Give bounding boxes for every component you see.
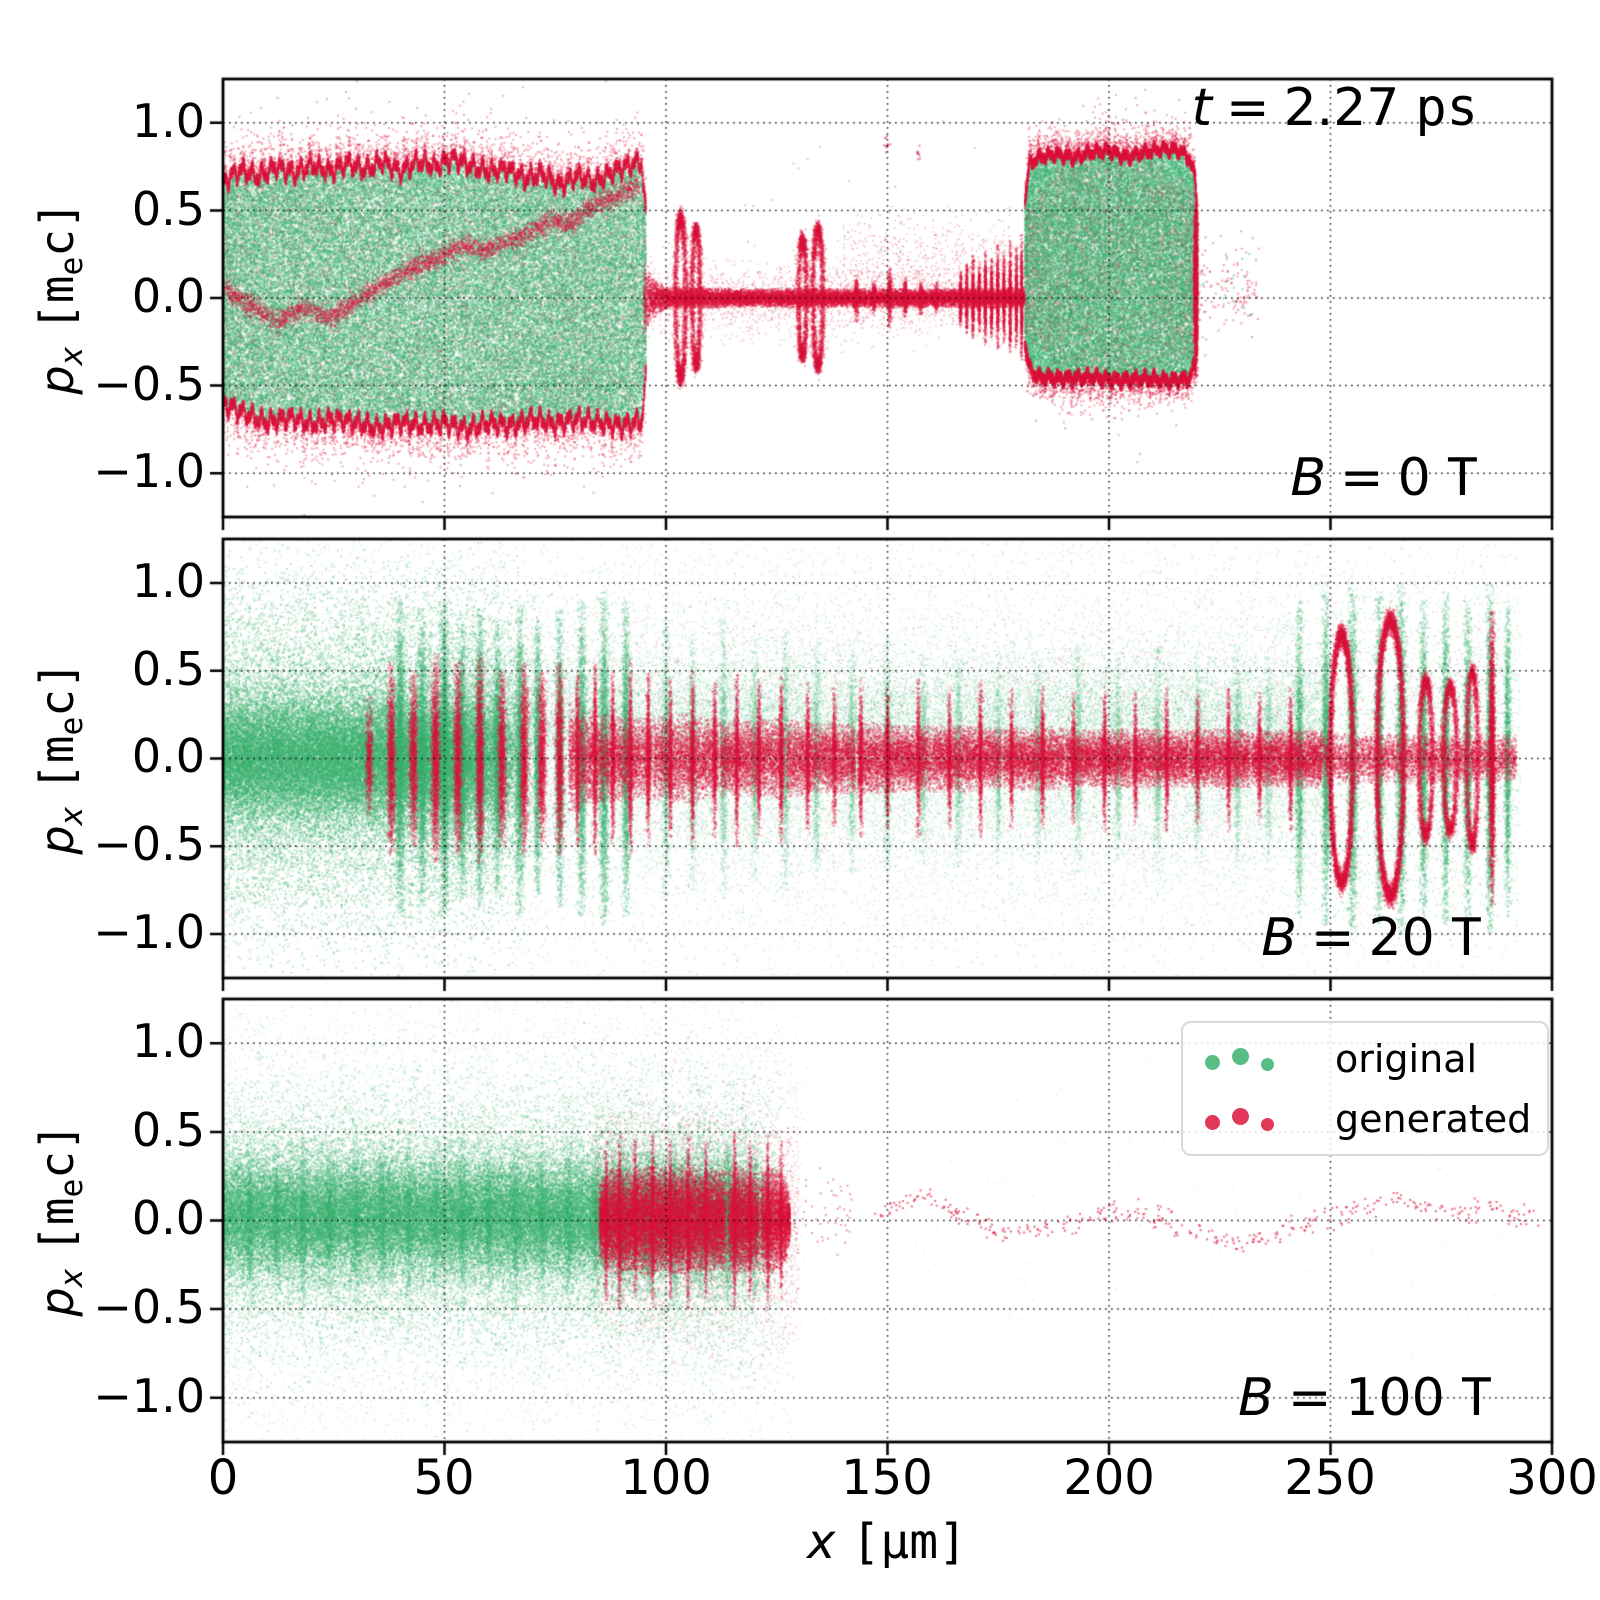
- xtick-250: 250: [1284, 1450, 1376, 1506]
- b-field-label-panel1: B = 0 T: [1290, 448, 1478, 508]
- ytick-p1--0.5: −0.5: [93, 356, 205, 411]
- generated-marker-icon: [1205, 1107, 1301, 1131]
- ytick-p1-0.5: 0.5: [131, 181, 205, 236]
- ytick-p3-0.5: 0.5: [131, 1102, 205, 1157]
- ytick-p1-1.0: 1.0: [131, 93, 205, 148]
- ytick-p2-0.5: 0.5: [131, 641, 205, 696]
- b-field-label-panel3: B = 100 T: [1238, 1368, 1492, 1428]
- legend-label-original: original: [1335, 1037, 1478, 1081]
- xtick-0: 0: [207, 1450, 239, 1506]
- legend-item-generated: generated: [1205, 1097, 1532, 1141]
- original-marker-icon: [1205, 1047, 1301, 1071]
- ytick-p1-0.0: 0.0: [131, 268, 205, 323]
- xlabel-var: x: [807, 1514, 836, 1570]
- ytick-p3-0.0: 0.0: [131, 1190, 205, 1245]
- legend-item-original: original: [1205, 1037, 1478, 1081]
- ylabel-var: p: [30, 365, 85, 395]
- legend-label-generated: generated: [1335, 1097, 1532, 1141]
- b-field-label-panel2: B = 20 T: [1261, 908, 1482, 968]
- xtick-50: 50: [413, 1450, 475, 1506]
- y-axis-label-panel3: px[mec]: [30, 1123, 90, 1317]
- ytick-p3--1.0: −1.0: [93, 1368, 205, 1423]
- ytick-p3-1.0: 1.0: [131, 1013, 205, 1068]
- xlabel-unit: [μm]: [851, 1514, 967, 1570]
- ytick-p3--0.5: −0.5: [93, 1279, 205, 1334]
- y-axis-label-panel1: px[mec]: [30, 201, 90, 395]
- y-axis-label-panel2: px[mec]: [30, 661, 90, 855]
- legend: original generated: [1181, 1021, 1549, 1156]
- ytick-p2--0.5: −0.5: [93, 816, 205, 871]
- ytick-p2--1.0: −1.0: [93, 904, 205, 959]
- xtick-300: 300: [1506, 1450, 1598, 1506]
- xtick-150: 150: [841, 1450, 933, 1506]
- ylabel-sub: x: [53, 346, 90, 366]
- x-axis-label: x [μm]: [807, 1514, 967, 1570]
- xtick-100: 100: [620, 1450, 712, 1506]
- ytick-p2-0.0: 0.0: [131, 728, 205, 783]
- ytick-p2-1.0: 1.0: [131, 553, 205, 608]
- ytick-p1--1.0: −1.0: [93, 443, 205, 498]
- time-annotation: t = 2.27 ps: [1191, 78, 1478, 138]
- xtick-200: 200: [1063, 1450, 1155, 1506]
